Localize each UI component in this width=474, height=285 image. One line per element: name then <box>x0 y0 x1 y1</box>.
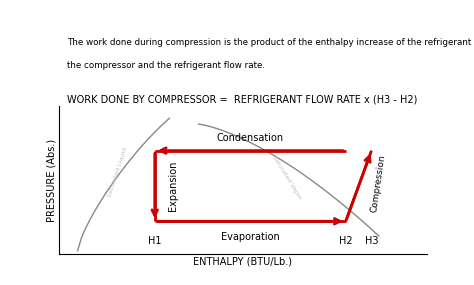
Text: WORK DONE BY COMPRESSOR =  REFRIGERANT FLOW RATE x (H3 - H2): WORK DONE BY COMPRESSOR = REFRIGERANT FL… <box>66 94 417 104</box>
Text: H1: H1 <box>148 236 162 246</box>
Text: Saturated Liquid: Saturated Liquid <box>108 147 128 198</box>
Text: The work done during compression is the product of the enthalpy increase of the : The work done during compression is the … <box>66 38 474 46</box>
Text: Compression: Compression <box>370 153 387 213</box>
Text: Expansion: Expansion <box>168 161 178 211</box>
Text: H3: H3 <box>365 236 378 246</box>
Text: the compressor and the refrigerant flow rate.: the compressor and the refrigerant flow … <box>66 61 264 70</box>
Text: Evaporation: Evaporation <box>221 232 280 242</box>
Text: Condensation: Condensation <box>217 133 284 143</box>
X-axis label: ENTHALPY (BTU/Lb.): ENTHALPY (BTU/Lb.) <box>193 256 292 266</box>
Text: H2: H2 <box>339 236 353 246</box>
Y-axis label: PRESSURE (Abs.): PRESSURE (Abs.) <box>46 139 56 222</box>
Text: Saturated Vapor: Saturated Vapor <box>271 154 303 200</box>
